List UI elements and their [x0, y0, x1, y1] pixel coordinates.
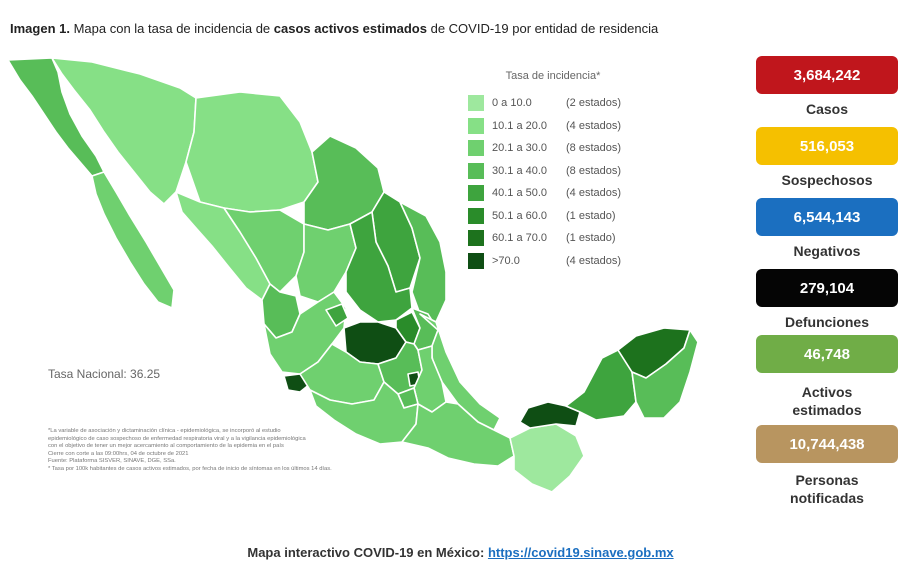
mexico-map [0, 52, 740, 502]
legend-count: (8 estados) [566, 142, 622, 155]
stat-casos: 3,684,242 Casos [752, 56, 902, 118]
legend-range: 0 a 10.0 [492, 97, 532, 110]
legend-row: 20.1 a 30.0 (8 estados) [468, 137, 638, 160]
incidence-legend: Tasa de incidencia* 0 a 10.0 (2 estados) 1… [468, 70, 638, 272]
legend-row: 10.1 a 20.0 (4 estados) [468, 115, 638, 138]
state-tabasco[interactable] [519, 401, 581, 429]
methodology-notes: *La variable de asociación y dictaminaci… [48, 428, 448, 474]
map-svg [7, 57, 699, 493]
legend-row: 0 a 10.0 (2 estados) [468, 92, 638, 115]
note-line: con el objetivo de tener un mejor acerca… [48, 443, 284, 450]
stat-sospechosos-label: Sospechosos [781, 172, 873, 188]
legend-row: 60.1 a 70.0 (1 estado) [468, 227, 638, 250]
legend-row: 30.1 a 40.0 (8 estados) [468, 160, 638, 183]
legend-swatch [468, 117, 484, 134]
state-sonora[interactable] [51, 57, 197, 205]
legend-count: (4 estados) [566, 119, 622, 132]
legend-swatch [468, 230, 484, 247]
stat-activos: 46,748 Activos estimados [752, 335, 902, 419]
legend-row: 40.1 a 50.0 (4 estados) [468, 182, 638, 205]
state-san-luis-potosi[interactable] [345, 211, 413, 323]
stat-notificadas-value: 10,744,438 [756, 425, 898, 463]
legend-swatch [468, 207, 484, 224]
stats-panel: 3,684,242 Casos 516,053 Sospechosos 6,54… [752, 56, 902, 507]
legend-range: 40.1 a 50.0 [492, 187, 548, 200]
stat-sospechosos: 516,053 Sospechosos [752, 127, 902, 189]
legend-count: (4 estados) [566, 254, 622, 267]
stat-defunciones-value: 279,104 [756, 269, 898, 307]
note-line: Cierre con corte a las 09:00hrs, 04 de o… [48, 450, 189, 457]
legend-row: 50.1 a 60.0 (1 estado) [468, 205, 638, 228]
legend-row: >70.0 (4 estados) [468, 250, 638, 273]
note-line: * Tasa por 100k habitantes de casos acti… [48, 465, 332, 472]
legend-count: (2 estados) [566, 97, 622, 110]
stat-negativos: 6,544,143 Negativos [752, 198, 902, 260]
stat-casos-label: Casos [805, 101, 849, 117]
figure-text-b: de COVID-19 por entidad de residencia [426, 21, 659, 36]
state-aguascalientes[interactable] [325, 303, 349, 327]
stat-negativos-value: 6,544,143 [756, 198, 898, 236]
stat-defunciones: 279,104 Defunciones [752, 269, 902, 331]
legend-range: 50.1 a 60.0 [492, 209, 548, 222]
legend-swatch [468, 95, 484, 112]
legend-count: (4 estados) [566, 187, 622, 200]
state-quintana-roo[interactable] [631, 329, 699, 419]
stat-defunciones-label: Defunciones [784, 314, 869, 330]
state-baja-california-sur[interactable] [91, 171, 175, 309]
stat-sospechosos-value: 516,053 [756, 127, 898, 165]
national-rate: Tasa Nacional: 36.25 [48, 367, 161, 381]
stat-notificadas-label: Personas notificadas [790, 472, 864, 506]
legend-range: 60.1 a 70.0 [492, 232, 548, 245]
legend-swatch [468, 185, 484, 202]
legend-count: (1 estado) [566, 209, 616, 222]
legend-count: (8 estados) [566, 164, 622, 177]
legend-count: (1 estado) [566, 232, 616, 245]
legend-swatch [468, 140, 484, 157]
state-chiapas[interactable] [509, 423, 585, 493]
legend-range: 30.1 a 40.0 [492, 164, 548, 177]
note-line: Fuente: Plataforma SISVER, SINAVE, DGE, … [48, 458, 176, 465]
figure-text-bold: casos activos estimados [273, 21, 427, 36]
legend-swatch [468, 252, 484, 269]
legend-range: 10.1 a 20.0 [492, 119, 548, 132]
legend-range: >70.0 [492, 254, 520, 267]
legend-swatch [468, 162, 484, 179]
note-line: *La variable de asociación y dictaminaci… [48, 428, 281, 434]
figure-prefix: Imagen 1. [10, 21, 70, 36]
figure-title: Imagen 1. Mapa con la tasa de incidencia… [10, 21, 658, 36]
footer-text: Mapa interactivo COVID-19 en México: [247, 545, 488, 560]
stat-activos-value: 46,748 [756, 335, 898, 373]
note-line: epidemiológico de caso sospechoso de enf… [48, 435, 306, 442]
legend-range: 20.1 a 30.0 [492, 142, 548, 155]
state-chihuahua[interactable] [185, 91, 319, 213]
footer: Mapa interactivo COVID-19 en México: htt… [0, 545, 921, 560]
legend-title: Tasa de incidencia* [505, 70, 601, 82]
footer-link[interactable]: https://covid19.sinave.gob.mx [487, 545, 674, 560]
stat-casos-value: 3,684,242 [756, 56, 898, 94]
stat-activos-label: Activos estimados [792, 384, 862, 418]
figure-text-a: Mapa con la tasa de incidencia de [69, 21, 274, 36]
stat-negativos-label: Negativos [793, 243, 861, 259]
stat-notificadas: 10,744,438 Personas notificadas [752, 425, 902, 507]
legend-rows: 0 a 10.0 (2 estados) 10.1 a 20.0 (4 estados… [468, 92, 638, 272]
